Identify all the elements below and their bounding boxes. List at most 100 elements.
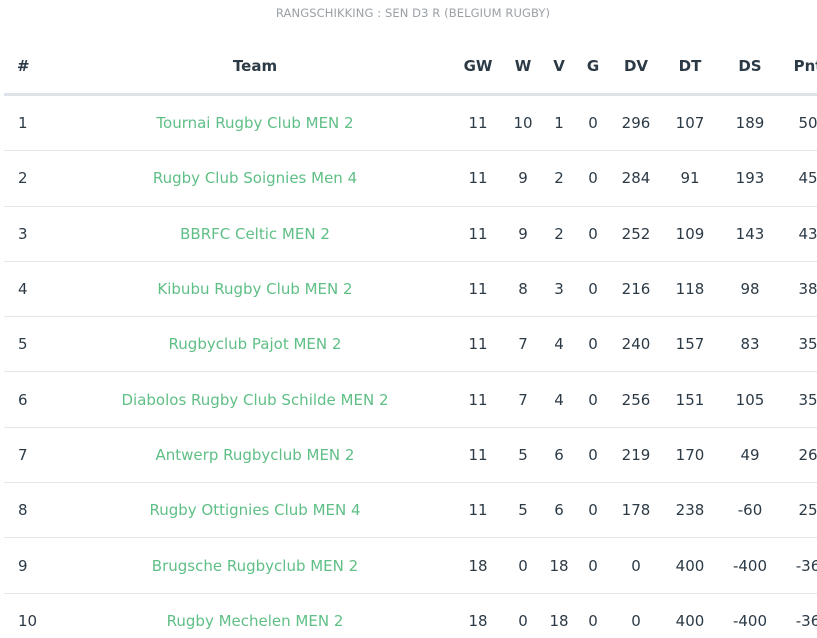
team-link[interactable]: Antwerp Rugbyclub MEN 2 [155,445,355,464]
cell-losses: 18 [549,611,569,630]
table-row: 5 Rugbyclub Pajot MEN 2 11 7 4 0 240 157 83 35 [4,316,817,373]
cell-team: Antwerp Rugbyclub MEN 2 [55,427,455,484]
cell-team: Rugbyclub Pajot MEN 2 [55,316,455,373]
cell-wins: 9 [501,150,545,207]
cell-points-for: 178 [613,482,659,539]
cell-points-against: 400 [675,611,705,630]
table-row: 4 Kibubu Rugby Club MEN 2 11 8 3 0 216 118 98 38 [4,261,817,318]
cell-losses: 4 [545,371,573,428]
cell-wins: 5 [501,482,545,539]
team-link[interactable]: Brugsche Rugbyclub MEN 2 [151,556,359,575]
cell-rank: 8 [4,482,55,539]
cell-points-for: 240 [613,316,659,373]
cell-points-difference: -400 [732,611,768,630]
cell-points-for: 219 [613,427,659,484]
header-games-played: GW [455,39,501,96]
cell-points-difference: 189 [721,94,779,152]
cell-team: Rugby Mechelen MEN 2 [55,593,455,638]
cell-points: 50 [779,94,817,152]
cell-points-difference: -400 [721,537,779,594]
cell-points-against: 400 [659,537,721,594]
cell-losses: 4 [545,316,573,373]
cell-draws: 0 [573,150,613,207]
cell-draws: 0 [573,537,613,594]
cell-games-played: 11 [455,316,501,373]
cell-draws: 0 [588,611,598,630]
cell-points-against: 91 [659,150,721,207]
cell-rank: 5 [4,316,55,373]
cell-rank: 7 [4,427,55,484]
cell-games-played: 11 [455,261,501,318]
cell-points-for: 0 [631,611,641,630]
cell-rank: 10 [18,611,38,630]
cell-team: Rugby Ottignies Club MEN 4 [55,482,455,539]
cell-points-for: 284 [613,150,659,207]
table-body: 1 Tournai Rugby Club MEN 2 11 10 1 0 296 107 189… [4,94,817,638]
cell-points: 38 [779,261,817,318]
header-wins: W [501,39,545,96]
cell-points-for: 252 [613,206,659,262]
team-link[interactable]: Rugby Mechelen MEN 2 [166,611,344,630]
cell-points-for: 296 [613,94,659,152]
cell-wins: 0 [501,537,545,594]
cell-rank: 3 [4,206,55,262]
cell-draws: 0 [573,371,613,428]
cell-points-against: 170 [659,427,721,484]
cell-wins: 10 [501,94,545,152]
cell-team: Rugby Club Soignies Men 4 [55,150,455,207]
cell-points-difference: 49 [721,427,779,484]
cell-points: 25 [779,482,817,539]
cell-draws: 0 [573,94,613,152]
team-link[interactable]: Tournai Rugby Club MEN 2 [156,114,354,133]
cell-points-against: 109 [659,206,721,262]
cell-points: 26 [779,427,817,484]
cell-rank: 6 [4,371,55,428]
header-losses: V [545,39,573,96]
cell-points-against: 107 [659,94,721,152]
cell-wins: 7 [501,316,545,373]
team-link[interactable]: BBRFC Celtic MEN 2 [180,224,330,243]
cell-draws: 0 [573,206,613,262]
cell-rank: 4 [4,261,55,318]
cell-draws: 0 [573,261,613,318]
header-rank: # [4,39,55,96]
header-points: Pnt [779,39,817,96]
cell-team: Diabolos Rugby Club Schilde MEN 2 [55,371,455,428]
cell-rank: 1 [4,94,55,152]
cell-games-played: 11 [455,371,501,428]
cell-points: 45 [779,150,817,207]
header-draws: G [573,39,613,96]
cell-losses: 2 [545,206,573,262]
cell-draws: 0 [573,427,613,484]
cell-points-against: 238 [659,482,721,539]
team-link[interactable]: Rugby Ottignies Club MEN 4 [149,501,361,520]
cell-points-for: 0 [613,537,659,594]
cell-rank: 2 [4,150,55,207]
cell-games-played: 11 [455,206,501,262]
team-link[interactable]: Kibubu Rugby Club MEN 2 [157,280,353,299]
cell-points: -36 [779,537,817,594]
cell-points: 35 [779,316,817,373]
table-header: # Team GW W V G DV DT DS Pnt [4,39,817,96]
cell-points: 35 [779,371,817,428]
cell-losses: 6 [545,482,573,539]
cell-losses: 3 [545,261,573,318]
cell-points-difference: 105 [721,371,779,428]
cell-rank: 9 [4,537,55,594]
header-points-for: DV [613,39,659,96]
team-link[interactable]: Diabolos Rugby Club Schilde MEN 2 [121,390,389,409]
table-row: 6 Diabolos Rugby Club Schilde MEN 2 11 7 4 0 2… [4,371,817,428]
cell-team: Kibubu Rugby Club MEN 2 [55,261,455,318]
header-points-difference: DS [721,39,779,96]
team-link[interactable]: Rugby Club Soignies Men 4 [152,169,358,188]
cell-team: Tournai Rugby Club MEN 2 [55,94,455,152]
cell-points-difference: 193 [721,150,779,207]
cell-points-for: 256 [613,371,659,428]
cell-wins: 8 [501,261,545,318]
team-link[interactable]: Rugbyclub Pajot MEN 2 [168,335,342,354]
table-row: 7 Antwerp Rugbyclub MEN 2 11 5 6 0 219 170 49 26 [4,427,817,484]
cell-losses: 6 [545,427,573,484]
cell-games-played: 18 [468,611,488,630]
cell-games-played: 11 [455,482,501,539]
cell-points-difference: 98 [721,261,779,318]
